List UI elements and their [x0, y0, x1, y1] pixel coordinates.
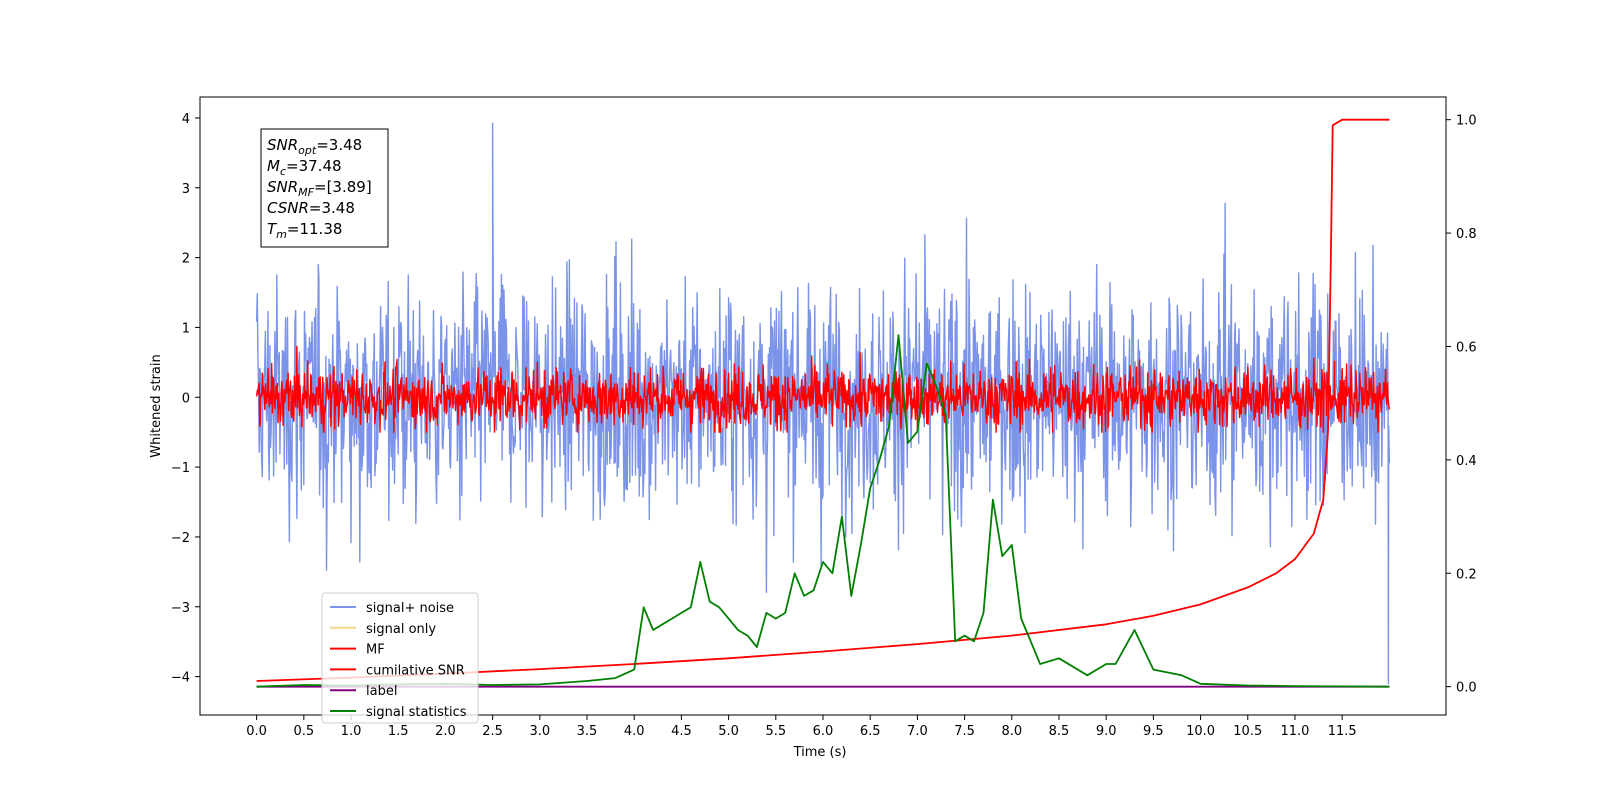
x-tick-label: 3.0 [529, 724, 550, 739]
x-tick-label: 5.0 [718, 724, 739, 739]
x-tick-label: 1.5 [388, 724, 409, 739]
legend: signal+ noise signal only MF cumilative SNR… [321, 592, 479, 724]
series-line-signal-statistics [256, 334, 1390, 688]
x-axis: 0.0 0.5 1.0 1.5 2.0 2.5 3.0 3.5 4.0 4.5 5.0 5.5 6.0 6… [246, 715, 1357, 739]
x-tick-label: 8.5 [1049, 724, 1070, 739]
annotation-line: Tm=11.38 [267, 220, 342, 241]
y-tick-label: −3 [171, 601, 190, 616]
y2-tick-label: 0.8 [1456, 227, 1477, 242]
x-tick-label: 11.0 [1280, 724, 1309, 739]
x-tick-label: 3.5 [577, 724, 598, 739]
x-tick-label: 5.5 [765, 724, 786, 739]
y-axis-label: Whitened strain [149, 354, 164, 457]
x-tick-label: 10.0 [1186, 724, 1215, 739]
legend-frame [321, 592, 479, 724]
y-tick-label: −1 [171, 461, 190, 476]
legend-entry: signal statistics [366, 705, 467, 720]
annotation-line: SNRopt=3.48 [267, 136, 362, 157]
x-tick-label: 0.5 [293, 724, 314, 739]
y2-tick-label: 0.0 [1456, 681, 1477, 696]
x-tick-label: 1.0 [341, 724, 362, 739]
legend-entry: signal+ noise [366, 601, 454, 616]
y-tick-label: 0 [182, 391, 190, 406]
y2-tick-label: 0.6 [1456, 340, 1477, 355]
y2-tick-label: 0.2 [1456, 567, 1477, 582]
stats-annotation-box: SNRopt=3.48Mc=37.48SNRMF=[3.89]CSNR=3.48… [260, 128, 389, 248]
legend-entry: MF [366, 643, 385, 658]
x-tick-label: 8.0 [1001, 724, 1022, 739]
y-axis-right: 1.0 0.8 0.6 0.4 0.2 0.0 [1446, 114, 1477, 696]
annotation-line: CSNR=3.48 [267, 199, 355, 217]
legend-entry: signal only [366, 622, 436, 637]
x-tick-label: 6.5 [860, 724, 881, 739]
x-tick-label: 7.5 [954, 724, 975, 739]
legend-entry: label [366, 684, 397, 699]
series-line-cumilative-snr [256, 118, 1390, 682]
x-tick-label: 9.5 [1143, 724, 1164, 739]
x-tick-label: 2.0 [435, 724, 456, 739]
y-tick-label: 4 [182, 112, 190, 127]
y-tick-label: 2 [182, 252, 190, 267]
y-tick-label: 1 [182, 321, 190, 336]
y-tick-label: −4 [171, 671, 190, 686]
legend-entry: cumilative SNR [366, 663, 465, 678]
annotation-frame [260, 128, 389, 248]
y2-tick-label: 1.0 [1456, 114, 1477, 129]
x-tick-label: 7.0 [907, 724, 928, 739]
x-tick-label: 6.0 [813, 724, 834, 739]
x-tick-label: 11.5 [1328, 724, 1357, 739]
x-tick-label: 2.5 [482, 724, 503, 739]
x-axis-label: Time (s) [793, 745, 847, 760]
annotation-line: SNRMF=[3.89] [267, 178, 372, 199]
x-tick-label: 10.5 [1233, 724, 1262, 739]
annotation-line: Mc=37.48 [267, 157, 342, 178]
x-tick-label: 4.0 [624, 724, 645, 739]
series-line-mf [255, 345, 1391, 433]
x-tick-label: 4.5 [671, 724, 692, 739]
x-tick-label: 0.0 [246, 724, 267, 739]
y-tick-label: 3 [182, 182, 190, 197]
y2-tick-label: 0.4 [1456, 454, 1477, 469]
y-tick-label: −2 [171, 531, 190, 546]
x-tick-label: 9.0 [1096, 724, 1117, 739]
y-axis-left: 4 3 2 1 0 −1 −2 −3 −4 [171, 112, 200, 686]
